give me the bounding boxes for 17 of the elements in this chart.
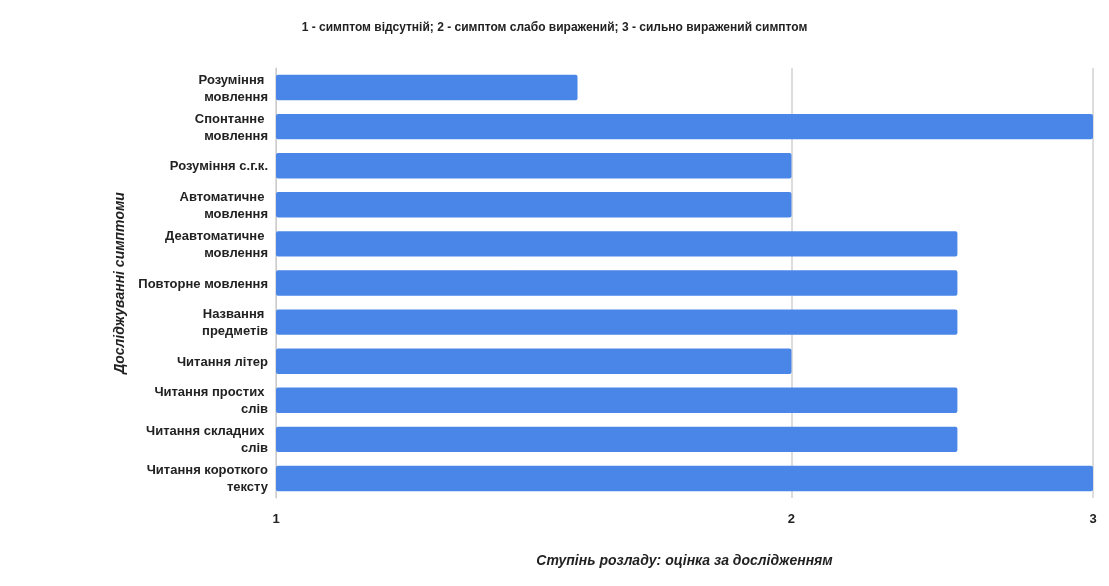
y-tick-label: Автоматичне мовлення <box>179 188 268 221</box>
y-tick-label: Деавтоматичне мовлення <box>165 227 268 260</box>
y-tick-label: Розуміння мовлення <box>198 71 268 104</box>
x-tick-label: 1 <box>272 511 280 526</box>
y-axis-title: Досліджуванні симптоми <box>111 191 127 375</box>
chart-subtitle: 1 - симптом відсутній; 2 - симптом слабо виражений; 3 - сильно виражений симптом <box>301 20 808 34</box>
x-tick-label: 3 <box>1089 511 1097 526</box>
y-tick-label: Спонтанне мовлення <box>194 110 268 143</box>
y-tick-label: Читання літер <box>176 353 269 369</box>
x-tick-label: 2 <box>787 511 796 526</box>
y-tick-label: Читання складних слів <box>146 423 269 456</box>
x-axis-title: Ступінь розладу: оцінка за дослідженням <box>536 552 834 568</box>
y-tick-label: Повторне мовлення <box>138 275 268 291</box>
y-tick-label: Читання простих слів <box>154 384 269 417</box>
y-tick-label: Названня предметів <box>202 306 269 339</box>
y-tick-label: Читання короткого тексту <box>146 462 269 495</box>
y-tick-label: Розуміння с.г.к. <box>169 158 268 174</box>
